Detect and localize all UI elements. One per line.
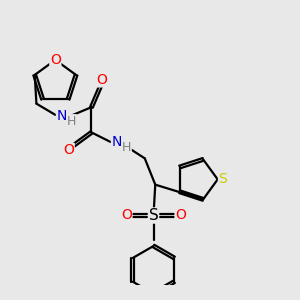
- Text: S: S: [148, 208, 158, 223]
- Text: N: N: [56, 109, 67, 123]
- Text: O: O: [175, 208, 186, 223]
- Text: N: N: [112, 135, 122, 149]
- Text: O: O: [96, 73, 107, 87]
- Text: O: O: [121, 208, 132, 223]
- Text: O: O: [63, 143, 74, 157]
- Text: O: O: [50, 53, 61, 67]
- Text: H: H: [67, 115, 76, 128]
- Text: H: H: [122, 141, 131, 154]
- Text: S: S: [218, 172, 227, 186]
